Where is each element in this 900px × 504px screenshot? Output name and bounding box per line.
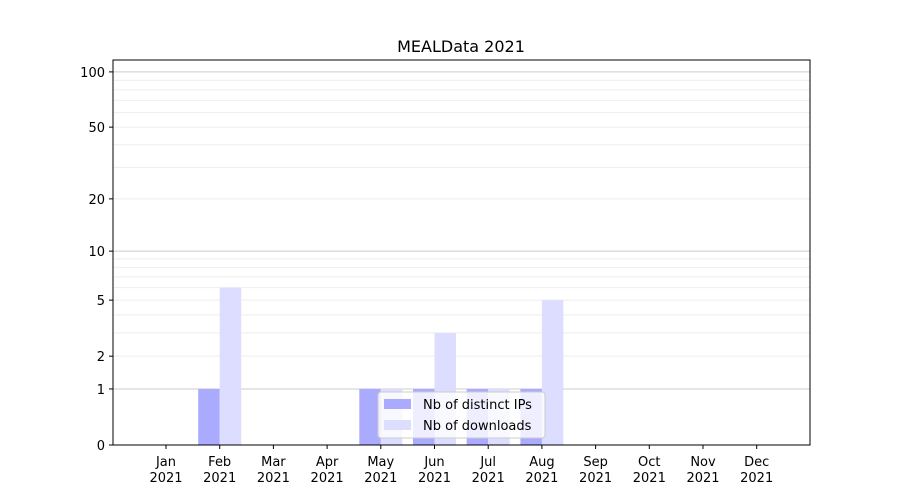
x-tick-label: 2021 [525,471,558,486]
x-tick-label: 2021 [579,471,612,486]
legend-label: Nb of distinct IPs [423,398,532,413]
x-tick-label: 2021 [472,471,505,486]
x-tick-label: Oct [638,455,660,470]
x-tick-label: Sep [583,455,608,470]
x-tick-label: Jul [479,455,496,470]
x-tick-label: Feb [208,455,231,470]
bar-downloads [541,300,564,445]
plot-frame [112,59,811,446]
x-tick-label: Nov [690,455,716,470]
legend-label: Nb of downloads [423,419,532,434]
y-tick-label: 5 [97,294,105,309]
x-tick-label: Dec [744,455,769,470]
x-tick-label: 2021 [257,471,290,486]
legend: Nb of distinct IPs Nb of downloads [377,391,546,439]
x-tick-label: 2021 [633,471,666,486]
bar-downloads [219,287,242,445]
x-tick-label: Aug [529,455,554,470]
x-tick-label: Jun [423,455,444,470]
y-tick-label: 50 [88,121,105,136]
x-tick-label: Apr [316,455,339,470]
bar-distinct-ips [198,388,220,445]
chart-title: MEALData 2021 [397,37,525,56]
y-axis: 0 1 2 5 10 20 50 100 [80,66,113,454]
x-tick-label: 2021 [740,471,773,486]
y-tick-label: 20 [88,193,105,208]
x-tick-label: 2021 [686,471,719,486]
y-tick-label: 0 [97,439,105,454]
x-tick-label: Jan [155,455,176,470]
y-tick-label: 10 [88,245,105,260]
x-tick-label: 2021 [364,471,397,486]
y-tick-label: 1 [97,383,105,398]
x-axis: Jan2021Feb2021Mar2021Apr2021May2021Jun20… [149,445,773,486]
x-tick-label: 2021 [311,471,344,486]
bar-distinct-ips [359,388,381,445]
legend-swatch [384,420,411,430]
legend-swatch [384,399,411,409]
legend-box [377,391,546,439]
y-tick-label: 2 [97,350,105,365]
x-tick-label: 2021 [418,471,451,486]
x-tick-label: 2021 [149,471,182,486]
x-tick-label: Mar [261,455,286,470]
x-tick-label: 2021 [203,471,236,486]
y-tick-label: 100 [80,66,105,81]
x-tick-label: May [367,455,394,470]
gridlines [113,71,810,390]
